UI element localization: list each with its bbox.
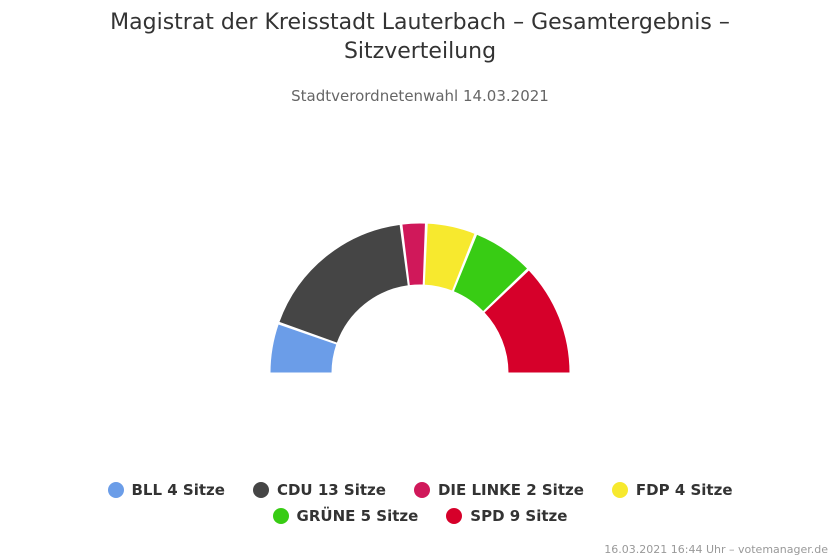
slice-die-linke[interactable] [401, 222, 426, 287]
legend-item-fdp[interactable]: FDP 4 Sitze [611, 480, 733, 500]
legend-color-dot [446, 508, 463, 524]
slice-bll[interactable] [269, 323, 338, 374]
chart-legend: BLL 4 Sitze CDU 13 Sitze DIE LINKE 2 Sitze… [60, 480, 780, 526]
slice-grüne[interactable] [452, 233, 529, 313]
legend-color-dot [611, 482, 628, 498]
slice-spd[interactable] [483, 269, 571, 374]
seat-distribution-chart [269, 222, 571, 374]
legend-item-cdu[interactable]: CDU 13 Sitze [252, 480, 386, 500]
chart-credits[interactable]: 16.03.2021 16:44 Uhr – votemanager.de [604, 543, 828, 556]
slice-cdu[interactable] [278, 223, 409, 344]
legend-color-dot [272, 508, 289, 524]
legend-label: BLL 4 Sitze [131, 481, 225, 499]
legend-label: FDP 4 Sitze [635, 481, 733, 499]
slice-fdp[interactable] [423, 222, 476, 292]
chart-subtitle: Stadtverordnetenwahl 14.03.2021 [291, 87, 549, 105]
legend-item-grüne[interactable]: GRÜNE 5 Sitze [272, 506, 419, 526]
legend-item-die-linke[interactable]: DIE LINKE 2 Sitze [413, 480, 584, 500]
legend-color-dot [252, 482, 269, 498]
legend-label: SPD 9 Sitze [470, 507, 568, 525]
legend-item-spd[interactable]: SPD 9 Sitze [446, 506, 567, 526]
legend-color-dot [107, 482, 124, 498]
legend-color-dot [413, 482, 430, 498]
legend-label: CDU 13 Sitze [276, 481, 386, 499]
legend-label: GRÜNE 5 Sitze [296, 507, 419, 525]
chart-title: Magistrat der Kreisstadt Lauterbach – Ge… [110, 10, 730, 64]
legend-item-bll[interactable]: BLL 4 Sitze [107, 480, 225, 500]
legend-label: DIE LINKE 2 Sitze [437, 481, 584, 499]
